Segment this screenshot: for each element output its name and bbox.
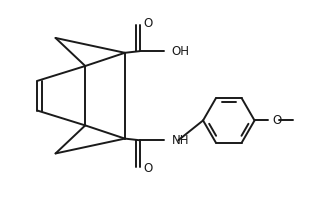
Text: O: O (273, 114, 282, 127)
Text: O: O (144, 162, 153, 175)
Text: OH: OH (172, 45, 190, 58)
Text: O: O (144, 17, 153, 30)
Text: NH: NH (172, 134, 189, 147)
